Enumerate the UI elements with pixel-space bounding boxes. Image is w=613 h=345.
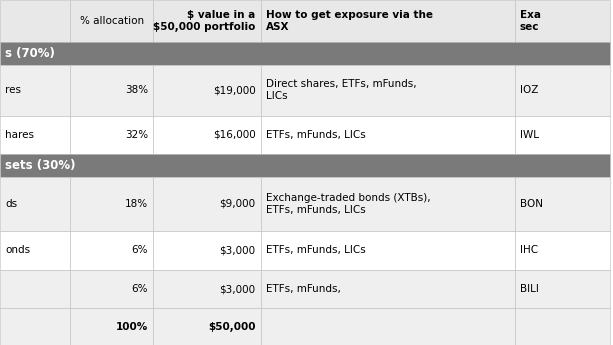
Bar [153, 308, 261, 345]
Text: hares: hares [5, 130, 34, 140]
Text: ETFs, mFunds, LICs: ETFs, mFunds, LICs [265, 246, 365, 255]
Bar [0, 65, 70, 116]
Bar [70, 0, 153, 42]
Text: IOZ: IOZ [520, 85, 538, 95]
Bar [261, 65, 515, 116]
Bar [261, 116, 515, 154]
Bar [70, 116, 153, 154]
Text: IWL: IWL [520, 130, 539, 140]
Bar [0, 116, 70, 154]
Text: $ value in a
$50,000 portfolio: $ value in a $50,000 portfolio [153, 10, 256, 32]
Text: % allocation: % allocation [80, 16, 144, 26]
Text: 6%: 6% [132, 246, 148, 255]
Bar [0, 231, 70, 270]
Bar [0, 154, 610, 177]
Text: IHC: IHC [520, 246, 538, 255]
Bar [515, 0, 610, 42]
Text: onds: onds [5, 246, 30, 255]
Bar [261, 308, 515, 345]
Text: ds: ds [5, 199, 17, 209]
Text: 100%: 100% [116, 322, 148, 332]
Bar [153, 270, 261, 308]
Bar [0, 0, 70, 42]
Bar [0, 308, 70, 345]
Text: 32%: 32% [125, 130, 148, 140]
Bar [515, 116, 610, 154]
Text: $19,000: $19,000 [213, 85, 256, 95]
Bar [515, 177, 610, 231]
Bar [261, 0, 515, 42]
Text: 6%: 6% [132, 284, 148, 294]
Bar [70, 270, 153, 308]
Bar [261, 270, 515, 308]
Text: Exa
sec: Exa sec [520, 10, 541, 32]
Text: BILI: BILI [520, 284, 539, 294]
Text: ETFs, mFunds, LICs: ETFs, mFunds, LICs [265, 130, 365, 140]
Text: ETFs, mFunds,: ETFs, mFunds, [265, 284, 340, 294]
Bar [515, 270, 610, 308]
Bar [261, 231, 515, 270]
Text: $16,000: $16,000 [213, 130, 256, 140]
Bar [153, 116, 261, 154]
Bar [0, 270, 70, 308]
Text: res: res [5, 85, 21, 95]
Bar [515, 65, 610, 116]
Text: $3,000: $3,000 [219, 246, 256, 255]
Bar [153, 0, 261, 42]
Text: $3,000: $3,000 [219, 284, 256, 294]
Text: Exchange-traded bonds (XTBs),
ETFs, mFunds, LICs: Exchange-traded bonds (XTBs), ETFs, mFun… [265, 193, 430, 215]
Text: $50,000: $50,000 [208, 322, 256, 332]
Bar [70, 308, 153, 345]
Text: sets (30%): sets (30%) [5, 159, 75, 172]
Text: $9,000: $9,000 [219, 199, 256, 209]
Bar [515, 308, 610, 345]
Text: Direct shares, ETFs, mFunds,
LICs: Direct shares, ETFs, mFunds, LICs [265, 79, 416, 101]
Text: How to get exposure via the
ASX: How to get exposure via the ASX [265, 10, 433, 32]
Bar [0, 177, 70, 231]
Bar [70, 65, 153, 116]
Text: 18%: 18% [125, 199, 148, 209]
Bar [153, 177, 261, 231]
Bar [70, 231, 153, 270]
Bar [153, 231, 261, 270]
Bar [515, 231, 610, 270]
Bar [261, 177, 515, 231]
Bar [153, 65, 261, 116]
Text: BON: BON [520, 199, 543, 209]
Text: 38%: 38% [125, 85, 148, 95]
Bar [0, 42, 610, 65]
Text: s (70%): s (70%) [5, 47, 55, 60]
Bar [70, 177, 153, 231]
